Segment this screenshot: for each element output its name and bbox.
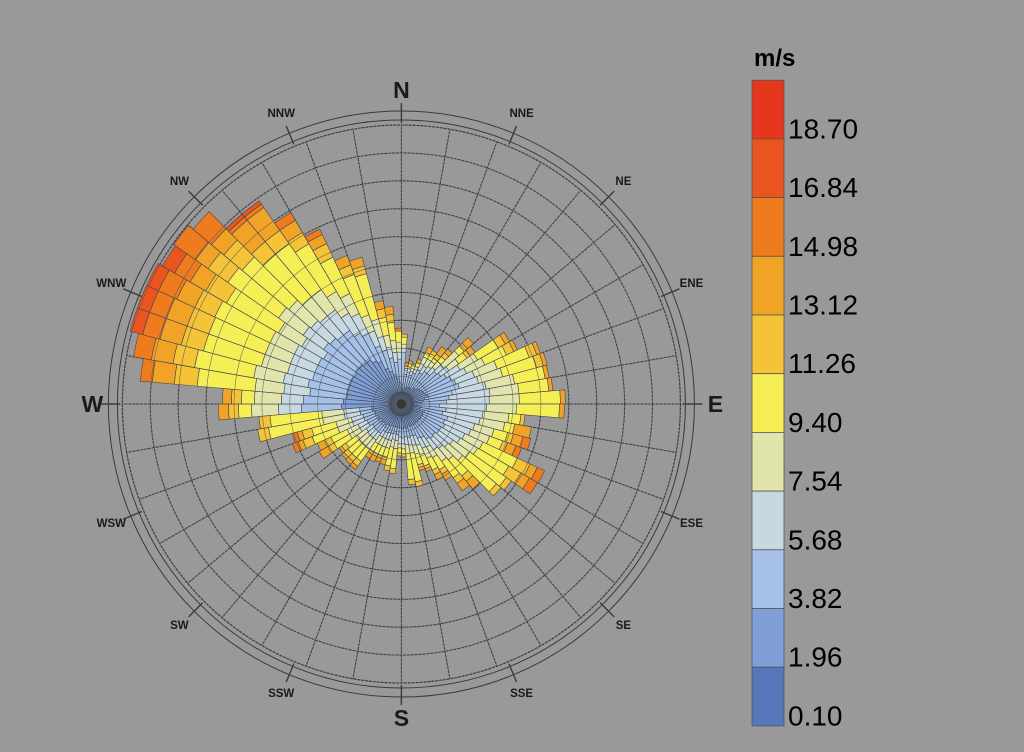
- svg-text:NE: NE: [615, 176, 631, 188]
- svg-text:3.82: 3.82: [788, 583, 843, 614]
- svg-text:NW: NW: [170, 176, 189, 188]
- svg-text:E: E: [708, 391, 723, 417]
- svg-text:SW: SW: [170, 620, 189, 632]
- svg-text:16.84: 16.84: [788, 172, 858, 203]
- svg-text:N: N: [393, 77, 410, 103]
- svg-text:11.26: 11.26: [788, 348, 856, 379]
- svg-text:ENE: ENE: [680, 278, 704, 290]
- svg-text:NNW: NNW: [267, 108, 295, 120]
- svg-text:NNE: NNE: [509, 108, 534, 120]
- svg-text:WNW: WNW: [96, 278, 126, 290]
- svg-text:m/s: m/s: [754, 45, 795, 72]
- svg-text:0.10: 0.10: [788, 700, 843, 731]
- svg-text:SSE: SSE: [510, 688, 533, 700]
- svg-text:1.96: 1.96: [788, 642, 843, 673]
- svg-text:W: W: [82, 391, 104, 417]
- svg-text:7.54: 7.54: [788, 466, 843, 497]
- svg-text:5.68: 5.68: [788, 524, 843, 555]
- svg-text:S: S: [394, 705, 409, 731]
- svg-text:SSW: SSW: [268, 688, 294, 700]
- svg-text:13.12: 13.12: [788, 290, 858, 321]
- svg-text:ESE: ESE: [680, 518, 703, 530]
- svg-text:SE: SE: [616, 620, 632, 632]
- svg-text:9.40: 9.40: [788, 407, 843, 438]
- svg-text:18.70: 18.70: [788, 113, 858, 144]
- svg-text:WSW: WSW: [97, 518, 127, 530]
- svg-text:14.98: 14.98: [788, 231, 858, 262]
